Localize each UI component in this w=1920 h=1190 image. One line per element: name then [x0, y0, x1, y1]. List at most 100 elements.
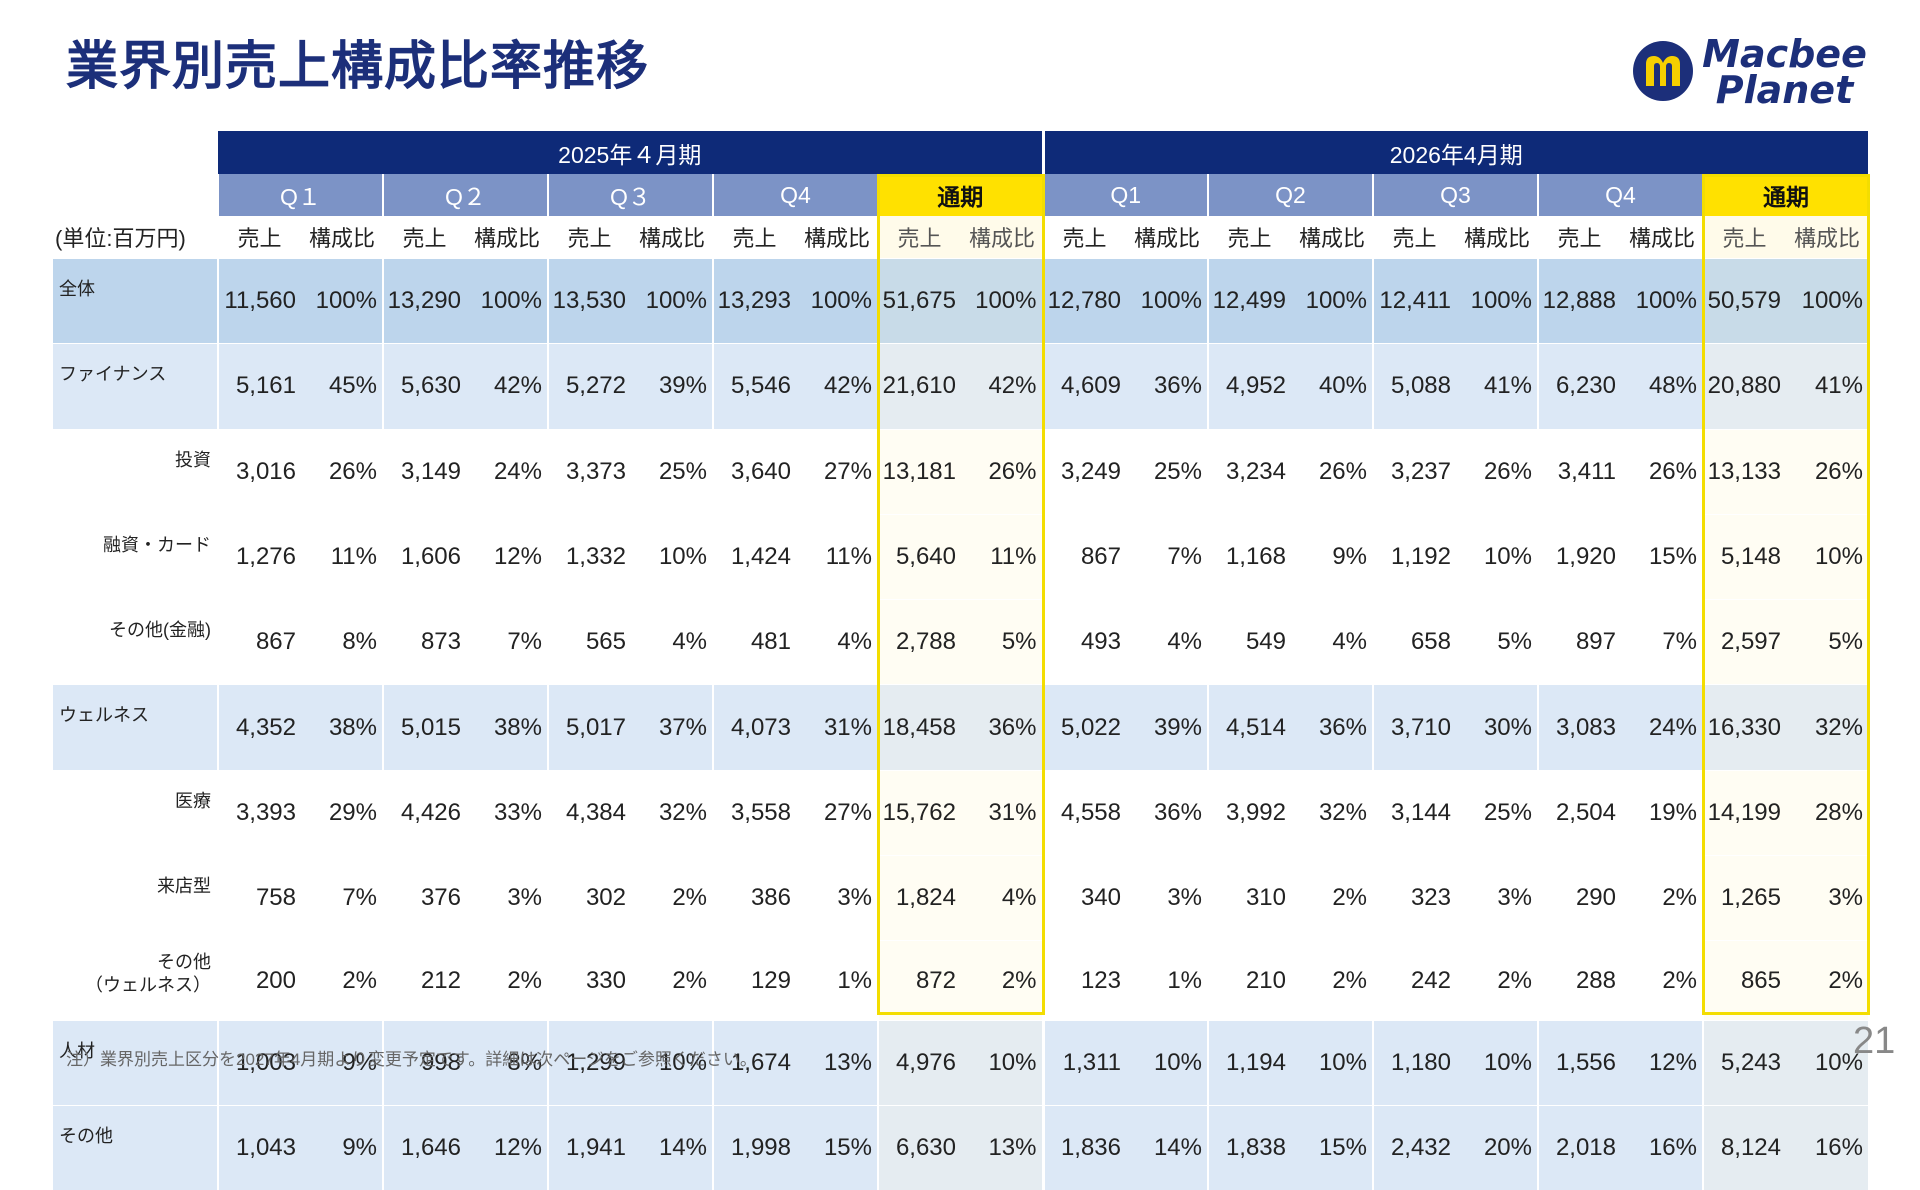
ratio-column-header: 構成比 [301, 216, 383, 259]
ratio-cell: 38% [301, 684, 383, 771]
table-row: 医療 3,393 29% 4,426 33% 4,384 32% 3,558 27% 15,762… [53, 769, 1868, 856]
ratio-cell: 36% [1126, 343, 1208, 430]
sales-cell: 2,018 [1537, 1104, 1621, 1190]
unit-label: (単位:百万円) [55, 226, 186, 251]
ratio-cell: 24% [466, 428, 548, 515]
ratio-column-header: 構成比 [961, 216, 1043, 259]
ratio-cell: 2% [1621, 940, 1703, 1021]
ratio-cell: 32% [631, 769, 713, 856]
sales-cell: 2,432 [1372, 1104, 1456, 1190]
row-label: その他(金融) [53, 599, 218, 685]
sales-cell: 3,237 [1372, 428, 1456, 515]
ratio-cell: 36% [1126, 769, 1208, 856]
row-label-text-2: （ウェルネス） [85, 975, 211, 996]
ratio-cell: 9% [301, 1104, 383, 1190]
ratio-cell: 100% [631, 257, 713, 344]
table-row: 融資・カード 1,276 11% 1,606 12% 1,332 10% 1,424 11% 5,… [53, 513, 1868, 600]
ratio-cell: 10% [631, 513, 713, 600]
sales-cell: 290 [1537, 855, 1621, 941]
sales-cell: 3,640 [712, 428, 796, 515]
sales-cell: 3,149 [382, 428, 466, 515]
ratio-cell: 3% [1126, 855, 1208, 941]
row-label-text: ファイナンス [59, 364, 167, 385]
ratio-cell: 27% [796, 428, 878, 515]
sales-column-header: 売上 [1043, 216, 1126, 259]
ratio-cell: 3% [796, 855, 878, 941]
ratio-cell: 38% [466, 684, 548, 771]
sales-cell: 549 [1207, 599, 1291, 685]
sales-cell: 1,192 [1372, 513, 1456, 600]
ratio-cell: 100% [1456, 257, 1538, 344]
ratio-cell: 30% [1456, 684, 1538, 771]
sales-cell: 4,352 [217, 684, 301, 771]
row-label: 来店型 [53, 855, 218, 941]
ratio-cell: 41% [1456, 343, 1538, 430]
ratio-cell: 31% [796, 684, 878, 771]
sales-cell: 386 [712, 855, 796, 941]
ratio-cell: 26% [1291, 428, 1373, 515]
sales-cell: 3,373 [547, 428, 631, 515]
ratio-cell: 2% [1621, 855, 1703, 941]
sales-cell: 3,144 [1372, 769, 1456, 856]
ratio-cell: 25% [1456, 769, 1538, 856]
sales-cell: 1,194 [1207, 1019, 1291, 1106]
sales-cell: 14,199 [1702, 769, 1786, 856]
ratio-column-header: 構成比 [796, 216, 878, 259]
ratio-cell: 12% [1621, 1019, 1703, 1106]
ratio-column-header: 構成比 [1621, 216, 1703, 259]
ratio-cell: 2% [1291, 855, 1373, 941]
ratio-cell: 25% [1126, 428, 1208, 515]
table-row: ウェルネス 4,352 38% 5,015 38% 5,017 37% 4,073 31% 18,… [53, 684, 1868, 771]
ratio-cell: 19% [1621, 769, 1703, 856]
ratio-cell: 2% [961, 940, 1043, 1021]
sales-cell: 6,230 [1537, 343, 1621, 430]
ratio-cell: 37% [631, 684, 713, 771]
sales-cell: 565 [547, 599, 631, 685]
header-blank [53, 131, 218, 174]
row-label-text: 医療 [175, 790, 211, 811]
period-header-quarter: Q2 [1207, 174, 1373, 216]
sales-cell: 4,952 [1207, 343, 1291, 430]
ratio-cell: 20% [1456, 1104, 1538, 1190]
ratio-column-header: 構成比 [1456, 216, 1538, 259]
ratio-cell: 15% [1621, 513, 1703, 600]
ratio-cell: 1% [796, 940, 878, 1021]
sales-cell: 13,133 [1702, 428, 1786, 515]
sales-cell: 123 [1041, 940, 1126, 1021]
logo-mark-icon [1633, 41, 1693, 101]
sales-column-header: 売上 [1703, 216, 1786, 259]
sales-cell: 3,016 [217, 428, 301, 515]
sales-cell: 1,276 [217, 513, 301, 600]
ratio-cell: 100% [1786, 257, 1868, 344]
ratio-cell: 7% [301, 855, 383, 941]
row-label: 投資 [53, 428, 218, 515]
ratio-cell: 11% [301, 513, 383, 600]
ratio-cell: 11% [796, 513, 878, 600]
header-blank [53, 174, 218, 216]
logo-wordmark: Macbee Planet [1702, 35, 1867, 109]
sales-cell: 4,384 [547, 769, 631, 856]
ratio-cell: 2% [1291, 940, 1373, 1021]
sales-cell: 658 [1372, 599, 1456, 685]
sales-cell: 129 [712, 940, 796, 1021]
sales-cell: 5,022 [1041, 684, 1126, 771]
row-label: その他 [53, 1104, 218, 1190]
ratio-cell: 15% [796, 1104, 878, 1190]
row-label: 全体 [53, 257, 218, 344]
ratio-cell: 2% [1786, 940, 1868, 1021]
page-number: 21 [1853, 1020, 1896, 1062]
table-row: ファイナンス 5,161 45% 5,630 42% 5,272 39% 5,546 42% 21… [53, 343, 1868, 430]
ratio-cell: 16% [1786, 1104, 1868, 1190]
sales-cell: 1,556 [1537, 1019, 1621, 1106]
table-row: その他 1,043 9% 1,646 12% 1,941 14% 1,998 15% 6,630 1… [53, 1104, 1868, 1190]
sales-cell: 5,243 [1702, 1019, 1786, 1106]
sales-cell: 1,180 [1372, 1019, 1456, 1106]
sales-cell: 873 [382, 599, 466, 685]
sales-cell: 5,017 [547, 684, 631, 771]
period-header-quarter: Q4 [1537, 174, 1703, 216]
ratio-cell: 9% [1291, 513, 1373, 600]
sales-cell: 288 [1537, 940, 1621, 1021]
ratio-cell: 4% [961, 855, 1043, 941]
page-title: 業界別売上構成比率推移 [66, 37, 650, 97]
sales-cell: 12,499 [1207, 257, 1291, 344]
